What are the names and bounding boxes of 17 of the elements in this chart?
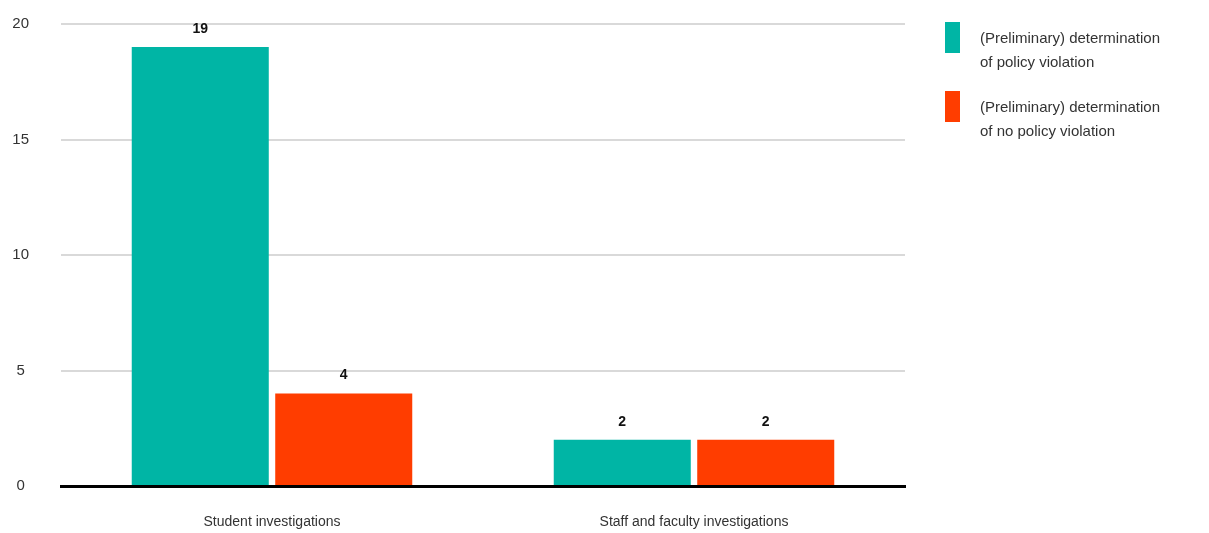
- data-label: 2: [618, 412, 627, 429]
- y-tick-label: 5: [16, 360, 25, 378]
- data-label: 4: [339, 366, 348, 383]
- bar: [275, 393, 413, 485]
- y-tick-label: 15: [12, 129, 29, 147]
- bar: [131, 47, 269, 485]
- y-tick-label: 10: [12, 245, 29, 263]
- x-tick-label: Student investigations: [203, 513, 341, 530]
- legend-label: (Preliminary) determination of no policy violation: [980, 97, 1162, 141]
- y-tick-label: 20: [12, 14, 29, 32]
- data-label: 2: [761, 412, 770, 429]
- x-tick-label: Staff and faculty investigations: [599, 513, 789, 530]
- legend-label: (Preliminary) determination of policy violation: [980, 28, 1162, 72]
- y-tick-label: 0: [16, 476, 25, 494]
- bar: [697, 439, 835, 485]
- data-label: 19: [192, 19, 209, 36]
- bar: [553, 439, 691, 485]
